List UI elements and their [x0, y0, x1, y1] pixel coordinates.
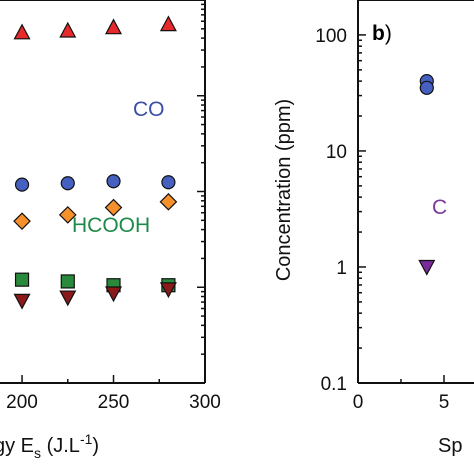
- panel-a-point-circle: [14, 177, 30, 192]
- panel-a: 200 250 300 CO HCOOH gy Es (J.L-1): [0, 0, 221, 461]
- panel-b-ytick-label: 10: [326, 142, 347, 163]
- panel-b-ticks: 0.1 1 10 100 0 5: [315, 0, 449, 413]
- panel-b-ytick-label: 100: [315, 26, 347, 47]
- panel-a-point-triangle-up: [59, 21, 77, 38]
- panel-b-xtick-label: 5: [439, 392, 450, 413]
- panel-a-xtick-label: 300: [189, 392, 221, 413]
- panel-a-point-circle: [60, 176, 75, 191]
- panel-a-point-triangle-down: [105, 286, 123, 303]
- panel-a-xtick-label: 200: [6, 392, 38, 413]
- panel-b-point-circle: [419, 80, 434, 95]
- panel-a-point-diamond: [159, 192, 178, 211]
- annotation-hcooh: HCOOH: [72, 214, 150, 237]
- panel-a-ticks: 200 250 300: [6, 3, 221, 413]
- panel-a-point-square: [60, 274, 75, 289]
- panel-a-point-diamond: [13, 212, 31, 231]
- panel-a-marks: [13, 15, 178, 310]
- panel-b-xlabel: Sp: [438, 435, 462, 457]
- panel-a-point-diamond: [58, 206, 77, 224]
- panel-b-xtick-label: 0: [353, 392, 364, 413]
- panel-a-point-circle: [106, 174, 121, 189]
- panel-b-point-triangle-down: [418, 259, 436, 276]
- panel-a-xtick-label: 250: [98, 392, 130, 413]
- panel-b-ytick-label: 1: [336, 258, 347, 279]
- panel-a-point-triangle-down: [59, 290, 77, 307]
- panel-b-label: b): [372, 22, 392, 45]
- panel-b-marks: [418, 73, 436, 276]
- panel-a-point-triangle-up: [159, 15, 177, 32]
- panel-a-xlabel: gy Es (J.L-1): [0, 431, 99, 461]
- panel-a-point-triangle-down: [13, 293, 31, 310]
- panel-a-point-square: [14, 272, 30, 287]
- panel-a-point-triangle-up: [105, 18, 123, 35]
- panel-b: 0.1 1 10 100 0 5 b) C Concentration (ppm) Sp: [273, 0, 474, 457]
- panel-a-point-triangle-up: [13, 23, 31, 40]
- panel-a-point-triangle-down: [159, 282, 177, 299]
- panel-a-point-diamond: [104, 198, 123, 217]
- annotation-co: CO: [133, 98, 165, 121]
- annotation-c: C: [432, 196, 447, 219]
- panel-b-ytick-label: 0.1: [321, 374, 347, 395]
- panel-a-point-circle: [161, 175, 176, 190]
- panel-b-ylabel: Concentration (ppm): [273, 99, 295, 281]
